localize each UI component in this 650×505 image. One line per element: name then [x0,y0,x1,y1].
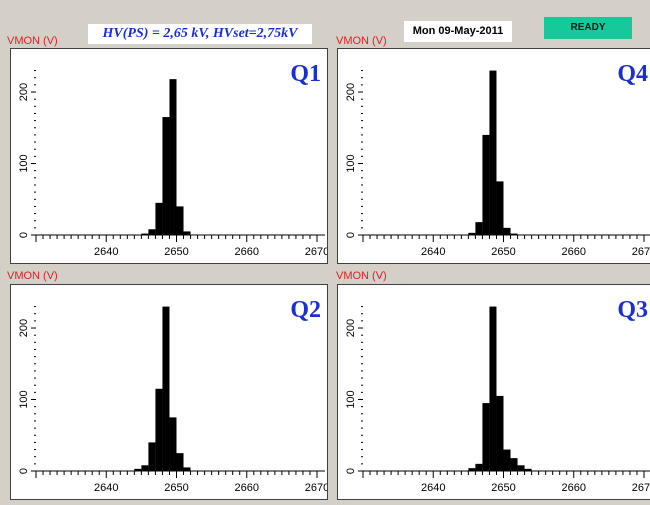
histogram-bar [510,233,518,235]
x-tick-label: 2650 [164,246,188,258]
ready-status-badge: READY [544,17,632,39]
x-tick-label: 2640 [94,246,118,258]
histogram-bar [496,181,504,235]
x-tick-label: 2640 [421,246,445,258]
histogram-bar [510,458,518,471]
x-tick-label: 2660 [562,246,586,258]
histogram-bar [183,231,191,235]
date-display: Mon 09-May-2011 [404,21,512,42]
histogram-bar [475,463,483,471]
y-tick-label: 100 [18,154,30,172]
x-tick-label: 2650 [491,482,515,494]
y-tick-label: 0 [345,468,357,474]
x-tick-label: 2670 [632,246,650,258]
quadrant-label-q3: Q3 [617,297,648,323]
histogram-bar [134,468,142,471]
histogram-panel-q1: 0 100 200 2640 2650 2660 2670 Q1 [10,48,328,264]
x-tick-label: 2670 [632,482,650,494]
quadrant-label-q1: Q1 [290,61,321,87]
y-tick-label: 0 [345,232,357,238]
histogram-bar [141,233,149,235]
x-tick-label: 2640 [94,482,118,494]
histogram-panel-q3: 0 100 200 2640 2650 2660 2670 Q3 [337,284,650,500]
histogram-bar [489,70,497,236]
x-tick-label: 2660 [562,482,586,494]
histogram-bar [489,306,497,471]
x-tick-label: 2650 [164,482,188,494]
axis-label-q1: VMON (V) [7,35,58,47]
axis-label-q2: VMON (V) [7,270,58,282]
histogram-bar [496,395,504,471]
histogram-bar [169,417,177,471]
histogram-bar [155,202,163,235]
histogram-chart-q1: 0 100 200 2640 2650 2660 2670 [18,70,328,258]
histogram-bar [503,227,511,235]
histogram-chart-q2: 0 100 200 2640 2650 2660 2670 [18,306,328,494]
histogram-bar [162,306,170,471]
histogram-bar [503,449,511,471]
histogram-bar [482,134,490,235]
y-tick-label: 100 [18,390,30,408]
y-tick-label: 200 [345,83,357,101]
histogram-bar [148,229,156,235]
histogram-bar [169,79,177,235]
quadrant-label-q2: Q2 [290,297,321,323]
histogram-bar [162,117,170,235]
histogram-bar [475,222,483,235]
histogram-bar [183,467,191,471]
y-tick-label: 100 [345,390,357,408]
hv-status-label: HV(PS) = 2,65 kV, HVset=2,75kV [88,24,312,44]
histogram-bar [517,465,525,471]
axis-label-q4: VMON (V) [336,35,387,47]
histogram-bar [482,403,490,471]
histogram-bar [468,468,476,471]
x-tick-label: 2660 [235,246,259,258]
y-tick-label: 200 [345,319,357,337]
quadrant-label-q4: Q4 [617,61,648,87]
histogram-bar [148,442,156,471]
x-tick-label: 2670 [305,246,328,258]
axis-label-q3: VMON (V) [336,270,387,282]
y-tick-label: 200 [18,319,30,337]
histogram-bar [155,388,163,471]
y-tick-label: 100 [345,154,357,172]
histogram-panel-q2: 0 100 200 2640 2650 2660 2670 Q2 [10,284,328,500]
histogram-bar [141,465,149,471]
histogram-panel-q4: 0 100 200 2640 2650 2660 2670 Q4 [337,48,650,264]
y-tick-label: 0 [18,232,30,238]
histogram-bar [176,453,184,471]
histogram-chart-q4: 0 100 200 2640 2650 2660 2670 [345,70,650,258]
histogram-bar [524,468,532,471]
histogram-bar [468,232,476,235]
x-tick-label: 2670 [305,482,328,494]
histogram-chart-q3: 0 100 200 2640 2650 2660 2670 [345,306,650,494]
x-tick-label: 2640 [421,482,445,494]
y-tick-label: 0 [18,468,30,474]
y-tick-label: 200 [18,83,30,101]
histogram-bar [176,206,184,235]
x-tick-label: 2660 [235,482,259,494]
x-tick-label: 2650 [491,246,515,258]
